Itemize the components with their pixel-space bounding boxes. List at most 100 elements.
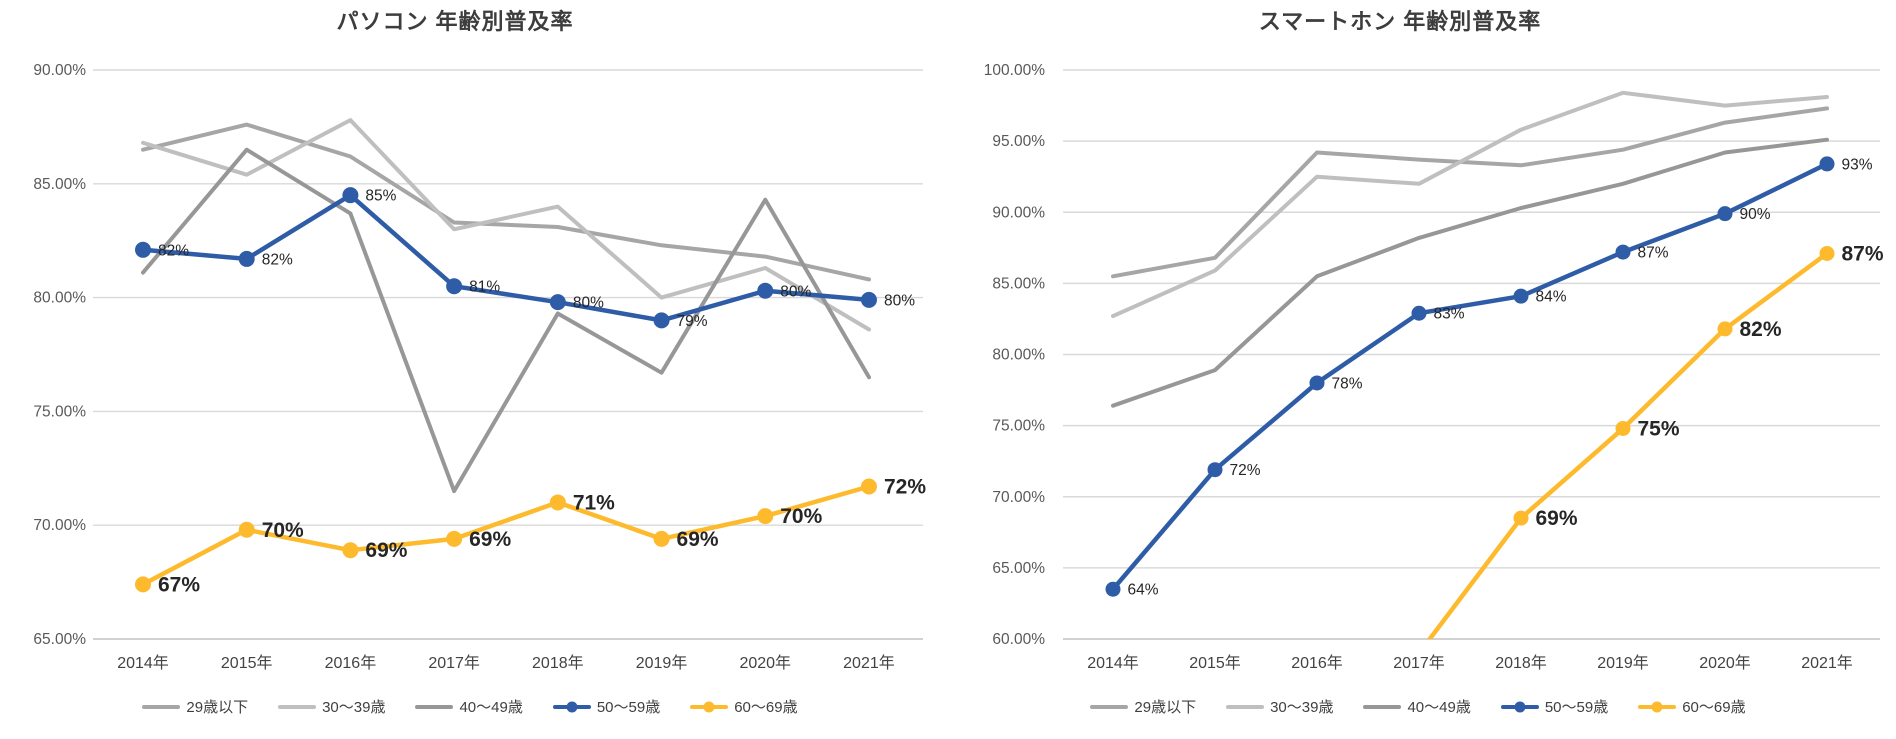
legend-label: 29歳以下 (186, 699, 249, 716)
legend-marker-dot (1651, 701, 1663, 712)
data-point (1819, 156, 1835, 172)
data-point (860, 478, 877, 495)
legend-item-0: 29歳以下 (1090, 696, 1196, 717)
data-point (342, 187, 359, 204)
data-point (1513, 510, 1529, 526)
legend-label: 30〜39歳 (1270, 699, 1334, 716)
legend-marker-dot (703, 701, 715, 712)
y-tick-label: 75.00% (33, 403, 86, 420)
data-label: 70% (780, 505, 822, 528)
y-tick-label: 85.00% (992, 275, 1045, 292)
data-label: 82% (1740, 318, 1782, 341)
x-tick-label: 2018年 (532, 654, 584, 672)
data-point (238, 250, 255, 267)
legend-label: 50〜59歳 (1544, 699, 1609, 716)
data-point (1615, 420, 1631, 436)
data-label: 84% (1536, 289, 1567, 306)
legend-item-3: 50〜59歳 (552, 696, 661, 717)
data-label: 78% (1332, 375, 1363, 392)
x-tick-label: 2017年 (1393, 654, 1445, 672)
data-label: 82% (262, 251, 293, 268)
legend-label: 50〜59歳 (596, 699, 661, 716)
x-tick-label: 2017年 (428, 654, 480, 672)
y-tick-label: 90.00% (33, 62, 86, 79)
legend-swatch (1363, 704, 1402, 709)
legend-swatch (1226, 704, 1265, 709)
x-tick-label: 2015年 (1189, 654, 1241, 672)
series-line-4 (140, 484, 872, 587)
x-tick-label: 2014年 (117, 654, 169, 672)
legend-marker-dot (566, 701, 578, 712)
data-label: 72% (1230, 462, 1261, 479)
data-point (653, 312, 670, 329)
data-label: 87% (1842, 243, 1884, 266)
y-tick-label: 70.00% (33, 517, 86, 534)
legend-item-0: 29歳以下 (142, 696, 248, 717)
chart-title: パソコン 年齢別普及率 (336, 9, 574, 34)
legend-item-1: 30〜39歳 (1226, 696, 1333, 717)
series-line-2 (141, 147, 871, 494)
y-tick-label: 100.00% (984, 62, 1045, 79)
data-label: 69% (469, 528, 511, 551)
data-point (1513, 288, 1529, 304)
y-tick-label: 80.00% (992, 347, 1045, 364)
x-tick-label: 2018年 (1495, 654, 1547, 672)
series-line-3 (1110, 161, 1830, 592)
data-label: 71% (573, 491, 615, 514)
legend-swatch (415, 704, 454, 709)
data-point (860, 291, 877, 308)
y-tick-label: 75.00% (992, 418, 1045, 435)
data-label: 80% (780, 283, 811, 300)
legend-swatch (690, 701, 729, 712)
data-point (135, 241, 151, 258)
legend-label: 40〜49歳 (459, 699, 523, 716)
data-point (446, 530, 463, 547)
y-tick-label: 65.00% (992, 560, 1045, 577)
data-label: 75% (1638, 417, 1680, 440)
data-label: 82% (158, 242, 189, 259)
y-tick-label: 90.00% (992, 204, 1045, 221)
legend-swatch (1090, 704, 1129, 709)
data-point (1717, 206, 1733, 222)
legend-item-4: 60〜69歳 (1638, 696, 1746, 717)
x-tick-label: 2016年 (1291, 654, 1343, 672)
legend-label: 40〜49歳 (1407, 699, 1471, 716)
chart-legend: 29歳以下 30〜39歳 40〜49歳 50〜59歳 60〜69歳 (0, 696, 940, 717)
y-tick-label: 80.00% (33, 290, 86, 307)
plot-area: 100.00% 95.00% 90.00% 85.00% 80.00% 75.00% 70.… (984, 62, 1884, 672)
data-label: 80% (573, 295, 604, 312)
legend-item-2: 40〜49歳 (415, 696, 523, 717)
data-point (1105, 581, 1121, 597)
x-tick-label: 2020年 (1699, 654, 1751, 672)
data-point (1411, 305, 1427, 321)
data-label: 90% (1740, 206, 1771, 223)
data-point (1819, 246, 1835, 262)
legend-swatch (552, 701, 591, 712)
x-tick-label: 2021年 (1801, 654, 1853, 672)
chart-smartphone-penetration: スマートホン 年齢別普及率 100.00% 95.00% 90.00% 85.00% 8… (940, 0, 1896, 739)
data-point (1309, 375, 1325, 391)
data-label: 93% (1842, 156, 1873, 173)
legend-item-1: 30〜39歳 (278, 696, 385, 717)
data-label: 72% (884, 476, 926, 499)
x-tick-label: 2015年 (221, 654, 273, 672)
series-line-0 (1111, 106, 1829, 279)
data-label: 69% (1536, 507, 1578, 530)
data-label: 85% (365, 188, 396, 205)
series-line-1 (141, 118, 871, 332)
legend-item-3: 50〜59歳 (1500, 696, 1609, 717)
legend-label: 29歳以下 (1134, 699, 1197, 716)
legend-item-4: 60〜69歳 (690, 696, 798, 717)
legend-item-2: 40〜49歳 (1363, 696, 1471, 717)
data-point (653, 530, 670, 547)
data-label: 87% (1638, 245, 1669, 262)
x-tick-label: 2020年 (739, 654, 791, 672)
x-tick-label: 2021年 (843, 654, 895, 672)
series-line-3 (140, 192, 872, 323)
data-point (757, 508, 774, 525)
x-tick-label: 2019年 (1597, 654, 1649, 672)
y-tick-label: 70.00% (992, 489, 1045, 506)
data-label: 69% (677, 528, 719, 551)
data-point (238, 521, 255, 538)
